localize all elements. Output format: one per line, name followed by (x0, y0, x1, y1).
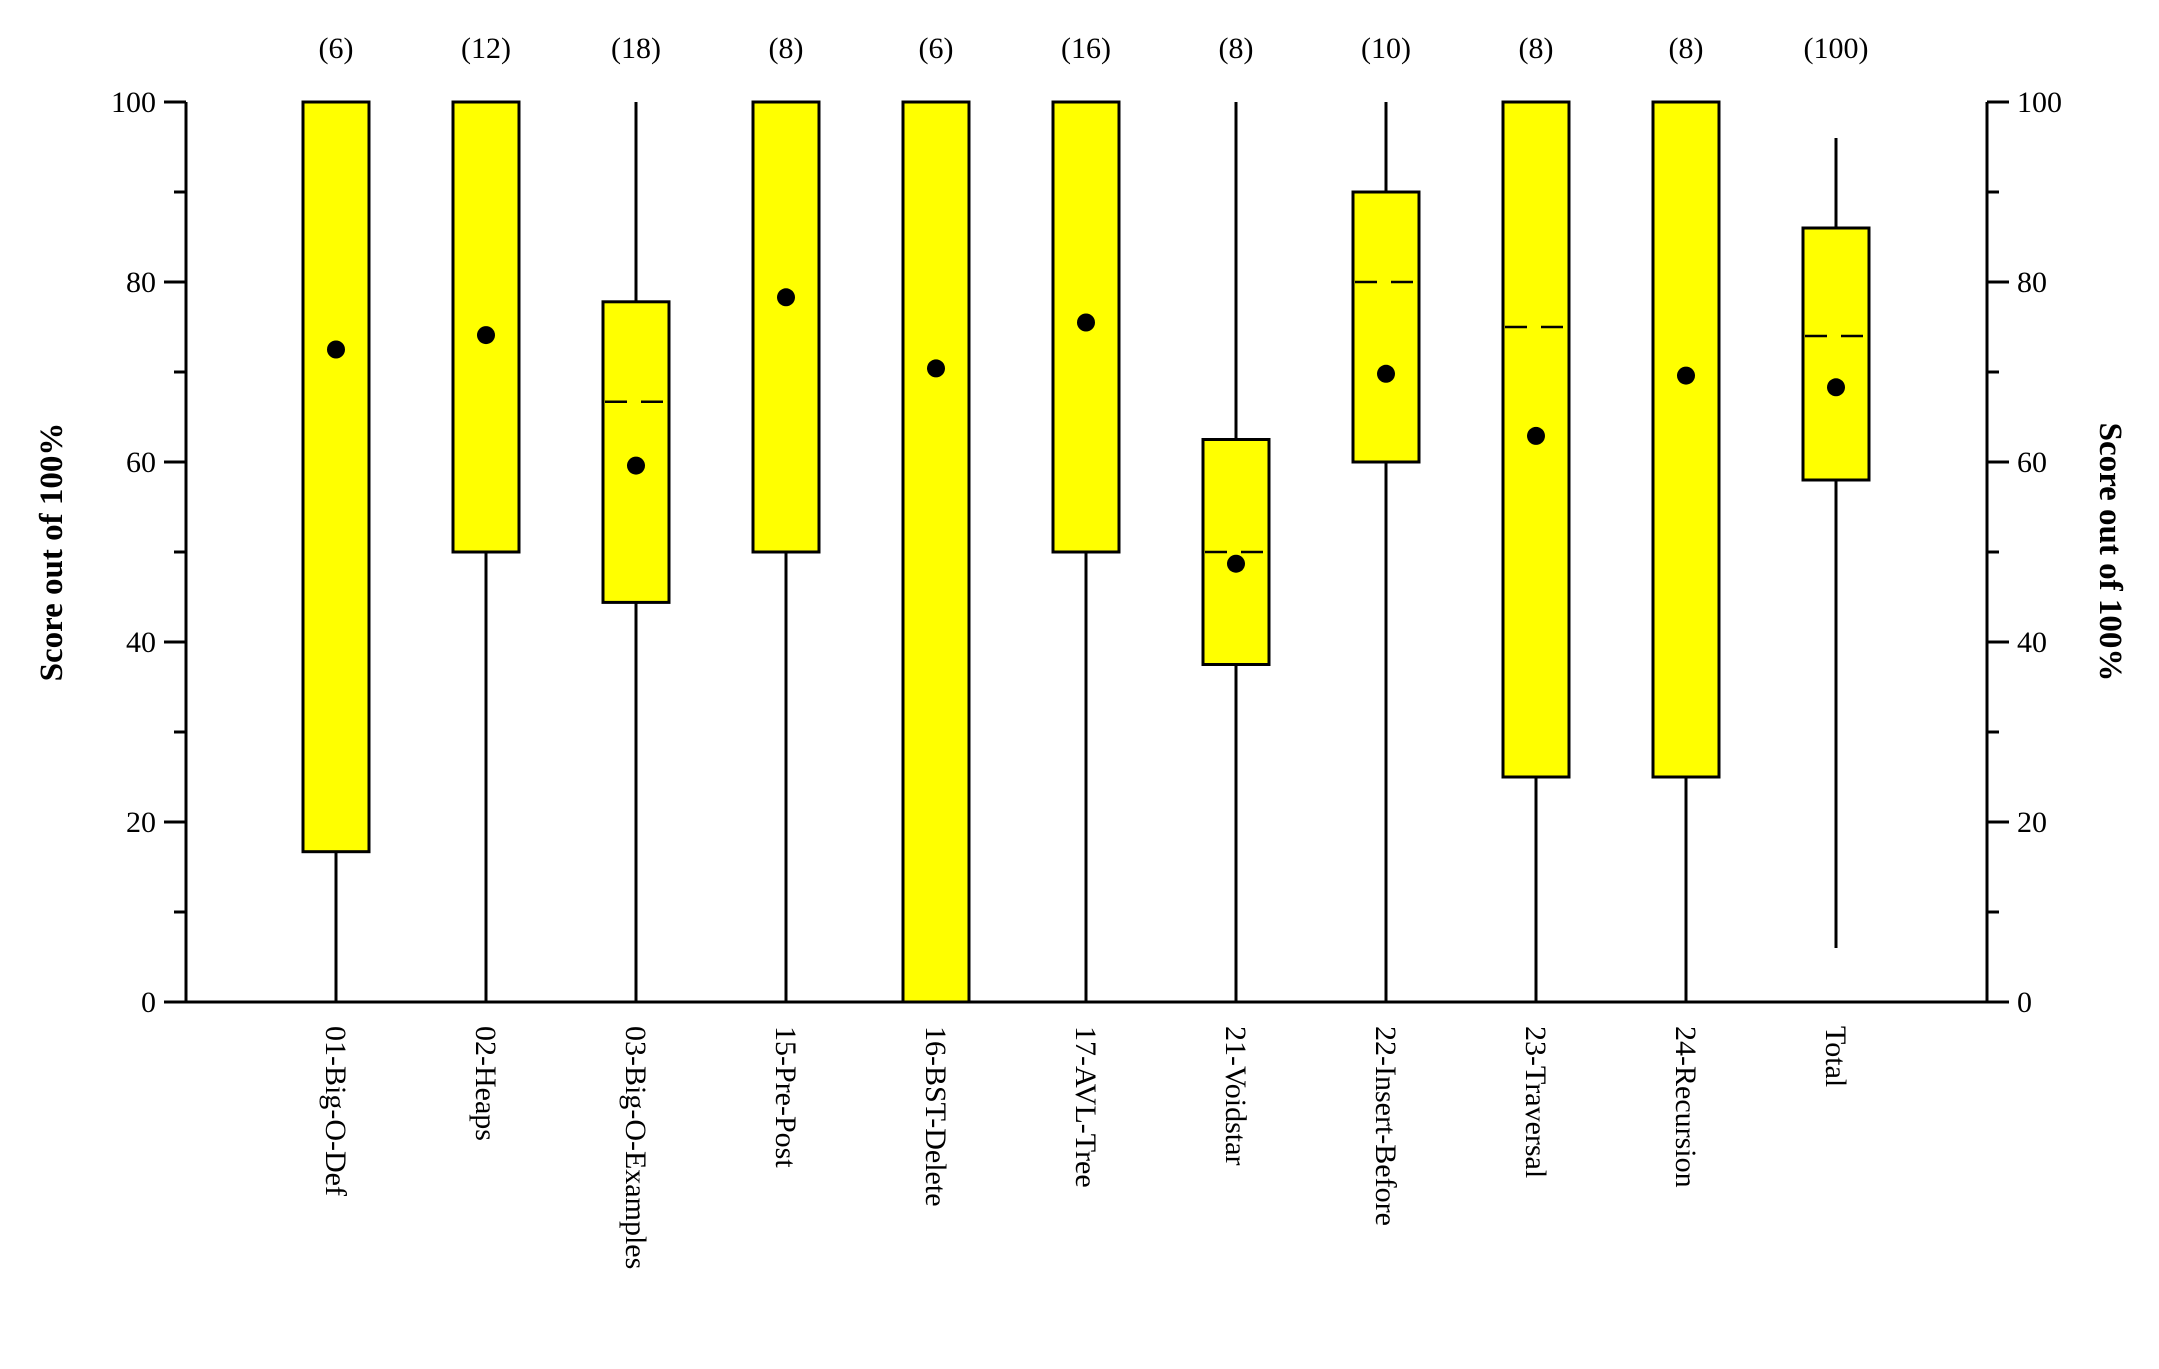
category-label: Total (1819, 1026, 1852, 1087)
box-group: (8) 24-Recursion (1651, 32, 1721, 1188)
count-label: (8) (1219, 32, 1254, 65)
y-axis-title-left: Score out of 100% (34, 423, 70, 682)
box-group: (18) 03-Big-O-Examples (601, 32, 671, 1269)
y-tick-label-right: 0 (2017, 986, 2032, 1019)
y-tick-label-right: 20 (2017, 806, 2047, 839)
y-tick-label-left: 20 (126, 806, 156, 839)
category-label: 24-Recursion (1669, 1026, 1702, 1188)
box (301, 100, 371, 854)
y-tick-label-right: 80 (2017, 266, 2047, 299)
box (901, 100, 971, 1004)
category-label: 21-Voidstar (1219, 1026, 1252, 1165)
count-label: (18) (611, 32, 661, 65)
box (1351, 190, 1421, 464)
y-tick-label-left: 0 (141, 986, 156, 1019)
category-label: 02-Heaps (469, 1026, 502, 1141)
y-tick-label-right: 100 (2017, 86, 2062, 119)
count-label: (8) (769, 32, 804, 65)
box-group: (16) 17-AVL-Tree (1051, 32, 1121, 1188)
count-label: (12) (461, 32, 511, 65)
category-label: 01-Big-O-Def (319, 1026, 352, 1196)
category-label: 17-AVL-Tree (1069, 1026, 1102, 1188)
count-label: (16) (1061, 32, 1111, 65)
category-label: 16-BST-Delete (919, 1026, 952, 1207)
mean-marker (1077, 313, 1095, 332)
mean-marker (327, 340, 345, 359)
box (751, 100, 821, 554)
box-group: (10) 22-Insert-Before (1351, 32, 1421, 1226)
box-group: (6) 01-Big-O-Def (301, 32, 371, 1196)
mean-marker (1677, 366, 1695, 385)
box-group: (8) 23-Traversal (1501, 32, 1571, 1178)
category-label: 22-Insert-Before (1369, 1026, 1402, 1226)
box-group: (12) 02-Heaps (451, 32, 521, 1141)
count-label: (10) (1361, 32, 1411, 65)
count-label: (8) (1519, 32, 1554, 65)
mean-marker (777, 288, 795, 307)
count-label: (8) (1669, 32, 1704, 65)
y-tick-label-left: 60 (126, 446, 156, 479)
mean-marker (927, 359, 945, 378)
mean-marker (1827, 378, 1845, 397)
y-tick-label-left: 80 (126, 266, 156, 299)
count-label: (6) (919, 32, 954, 65)
mean-marker (1377, 364, 1395, 383)
y-tick-label-left: 40 (126, 626, 156, 659)
box-group: (100) Total (1801, 32, 1871, 1087)
y-tick-label-right: 40 (2017, 626, 2047, 659)
box-group: (6) 16-BST-Delete (901, 32, 971, 1207)
y-tick-label-right: 60 (2017, 446, 2047, 479)
mean-marker (1227, 554, 1245, 573)
mean-marker (627, 456, 645, 475)
y-axis-title-right: Score out of 100% (2092, 423, 2128, 682)
box (1801, 226, 1871, 482)
y-tick-label-left: 100 (111, 86, 156, 119)
mean-marker (1527, 426, 1545, 445)
category-label: 15-Pre-Post (769, 1026, 802, 1168)
count-label: (100) (1804, 32, 1869, 65)
box (601, 300, 671, 604)
category-label: 03-Big-O-Examples (619, 1026, 652, 1269)
count-label: (6) (319, 32, 354, 65)
category-label: 23-Traversal (1519, 1026, 1552, 1178)
mean-marker (477, 326, 495, 345)
box (1651, 100, 1721, 779)
box-group: (8) 15-Pre-Post (751, 32, 821, 1168)
box-group: (8) 21-Voidstar (1201, 32, 1271, 1165)
